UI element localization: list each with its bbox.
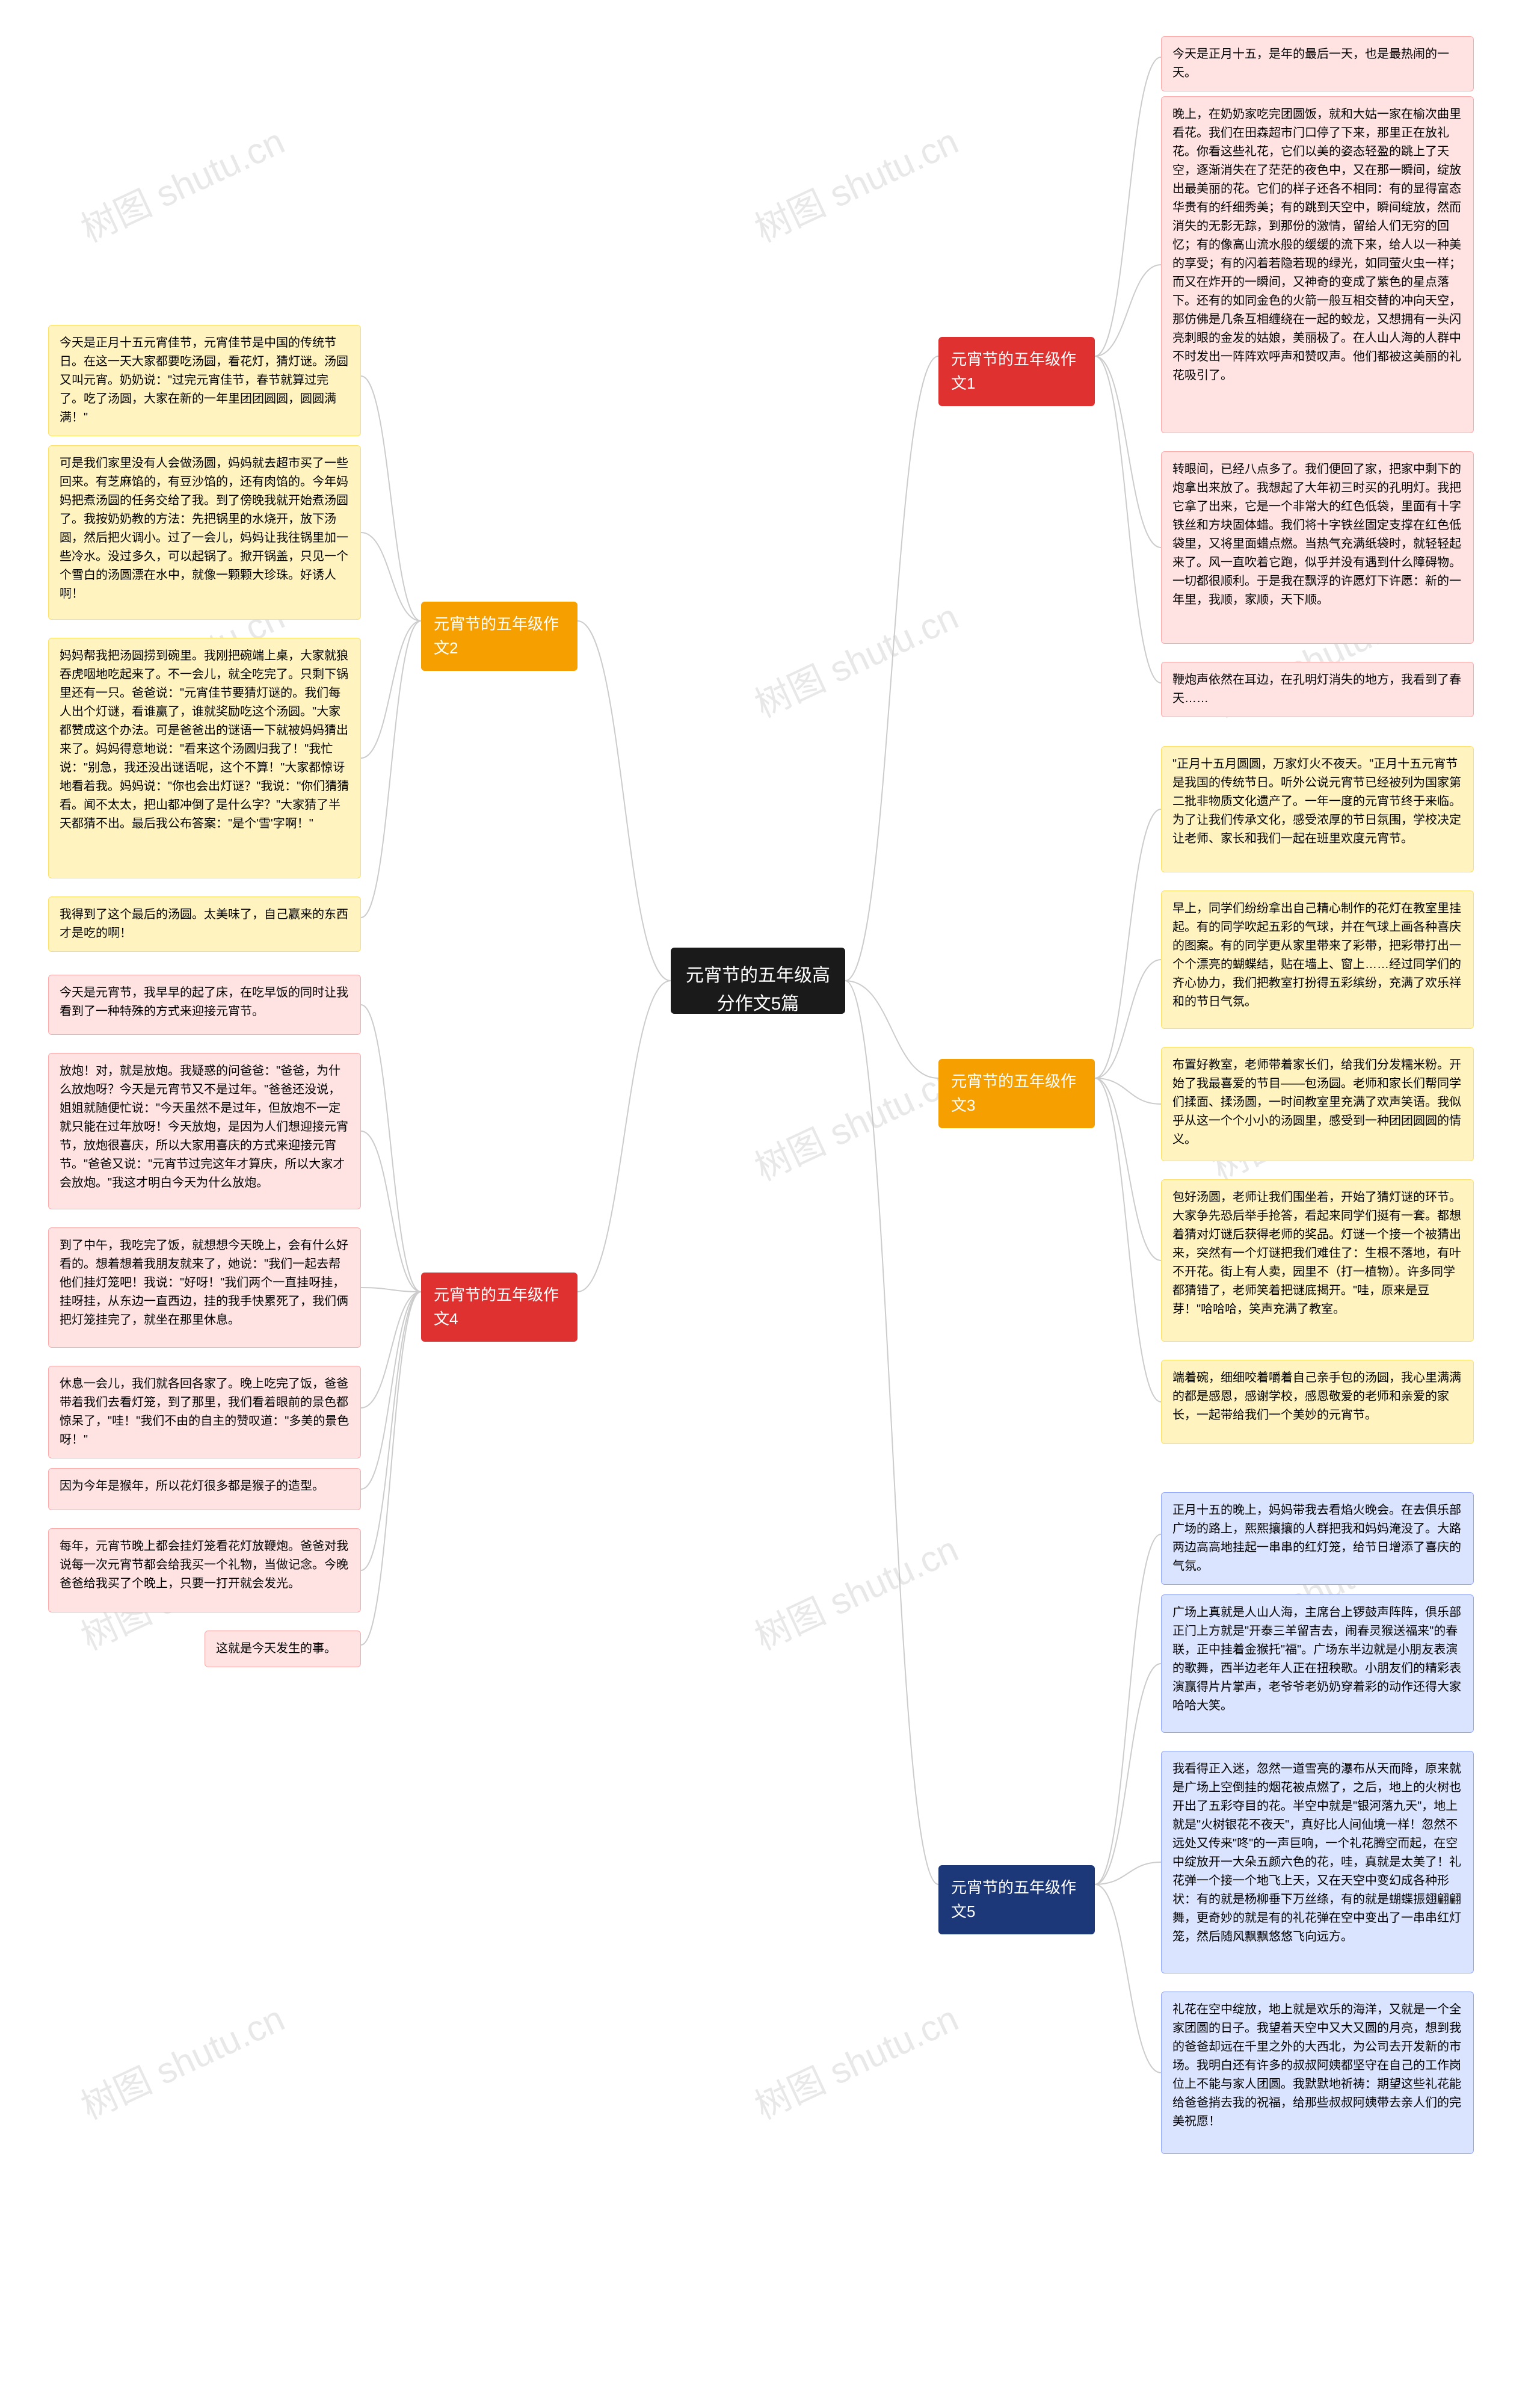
mindmap-canvas: 树图 shutu.cn 树图 shutu.cn 树图 shutu.cn 树图 shut…	[0, 0, 1540, 2385]
branch-node: 元宵节的五年级作文4	[421, 1273, 578, 1342]
leaf-node: 布置好教室，老师带着家长们，给我们分发糯米粉。开始了我最喜爱的节目——包汤圆。老…	[1161, 1047, 1474, 1161]
leaf-node: 今天是正月十五元宵佳节，元宵佳节是中国的传统节日。在这一天大家都要吃汤圆，看花灯…	[48, 325, 361, 436]
leaf-node: 今天是正月十五，是年的最后一天，也是最热闹的一天。	[1161, 36, 1474, 91]
leaf-node: 礼花在空中绽放，地上就是欢乐的海洋，又就是一个全家团圆的日子。我望着天空中又大又…	[1161, 1992, 1474, 2154]
leaf-node: 端着碗，细细咬着嚼着自己亲手包的汤圆，我心里满满的都是感恩，感谢学校，感恩敬爱的…	[1161, 1360, 1474, 1444]
leaf-node: 可是我们家里没有人会做汤圆，妈妈就去超市买了一些回来。有芝麻馅的，有豆沙馅的，还…	[48, 445, 361, 620]
leaf-node: 妈妈帮我把汤圆捞到碗里。我刚把碗端上桌，大家就狼吞虎咽地吃起来了。不一会儿，就全…	[48, 638, 361, 878]
leaf-node: 我得到了这个最后的汤圆。太美味了，自己赢来的东西才是吃的啊！	[48, 896, 361, 952]
leaf-node: "正月十五月圆圆，万家灯火不夜天。"正月十五元宵节是我国的传统节日。听外公说元宵…	[1161, 746, 1474, 872]
leaf-node: 放炮！对，就是放炮。我疑惑的问爸爸："爸爸，为什么放炮呀？今天是元宵节又不是过年…	[48, 1053, 361, 1209]
leaf-node: 晚上，在奶奶家吃完团圆饭，就和大姑一家在榆次曲里看花。我们在田森超市门口停了下来…	[1161, 96, 1474, 433]
leaf-node: 我看得正入迷，忽然一道雪亮的瀑布从天而降，原来就是广场上空倒挂的烟花被点燃了，之…	[1161, 1751, 1474, 1973]
leaf-node: 包好汤圆，老师让我们围坐着，开始了猜灯谜的环节。大家争先恐后举手抢答，看起来同学…	[1161, 1179, 1474, 1342]
leaf-node: 因为今年是猴年，所以花灯很多都是猴子的造型。	[48, 1468, 361, 1510]
watermark: 树图 shutu.cn	[72, 113, 292, 252]
leaf-node: 正月十五的晚上，妈妈带我去看焰火晚会。在去俱乐部广场的路上，熙熙攘攘的人群把我和…	[1161, 1492, 1474, 1585]
leaf-node: 每年，元宵节晚上都会挂灯笼看花灯放鞭炮。爸爸对我说每一次元宵节都会给我买一个礼物…	[48, 1528, 361, 1612]
leaf-node: 早上，同学们纷纷拿出自己精心制作的花灯在教室里挂起。有的同学吹起五彩的气球，并在…	[1161, 890, 1474, 1029]
watermark: 树图 shutu.cn	[745, 1520, 966, 1660]
branch-node: 元宵节的五年级作文2	[421, 602, 578, 671]
leaf-node: 转眼间，已经八点多了。我们便回了家，把家中剩下的炮拿出来放了。我想起了大年初三时…	[1161, 451, 1474, 644]
leaf-node: 今天是元宵节，我早早的起了床，在吃早饭的同时让我看到了一种特殊的方式来迎接元宵节…	[48, 975, 361, 1035]
leaf-node: 这就是今天发生的事。	[205, 1631, 361, 1667]
watermark: 树图 shutu.cn	[745, 588, 966, 727]
branch-node: 元宵节的五年级作文3	[938, 1059, 1095, 1128]
watermark: 树图 shutu.cn	[72, 1990, 292, 2129]
root-node: 元宵节的五年级高分作文5篇	[671, 948, 845, 1014]
watermark: 树图 shutu.cn	[745, 113, 966, 252]
watermark: 树图 shutu.cn	[745, 1051, 966, 1191]
branch-node: 元宵节的五年级作文1	[938, 337, 1095, 406]
leaf-node: 广场上真就是人山人海，主席台上锣鼓声阵阵，俱乐部正门上方就是"开泰三羊留吉去，闹…	[1161, 1594, 1474, 1733]
branch-node: 元宵节的五年级作文5	[938, 1865, 1095, 1934]
watermark: 树图 shutu.cn	[745, 1990, 966, 2129]
leaf-node: 休息一会儿，我们就各回各家了。晚上吃完了饭，爸爸带着我们去看灯笼，到了那里，我们…	[48, 1366, 361, 1458]
leaf-node: 鞭炮声依然在耳边，在孔明灯消失的地方，我看到了春天……	[1161, 662, 1474, 717]
leaf-node: 到了中午，我吃完了饭，就想想今天晚上，会有什么好看的。想着想着我朋友就来了，她说…	[48, 1227, 361, 1348]
